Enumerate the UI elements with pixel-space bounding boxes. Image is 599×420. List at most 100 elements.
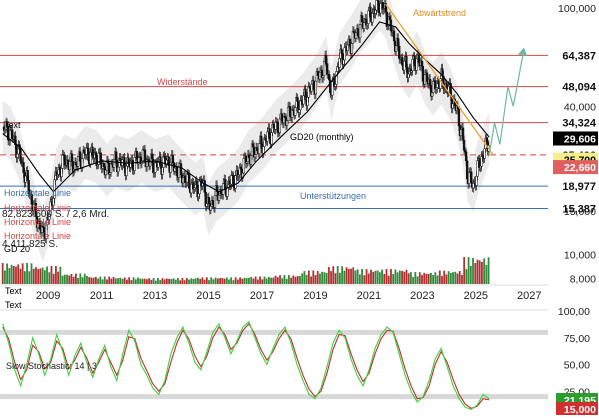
- volume-bar: [139, 278, 142, 284]
- volume-bar: [281, 278, 284, 284]
- candle-body: [403, 60, 406, 71]
- volume-bar: [23, 271, 26, 284]
- candle-body: [296, 96, 299, 102]
- candle-body: [217, 194, 221, 201]
- volume-bar: [398, 270, 401, 284]
- candle-body: [371, 13, 374, 23]
- candle-body: [322, 60, 326, 76]
- oscillator-title: Slow Stochastic: 14 | 3: [6, 361, 97, 371]
- volume-bar: [225, 277, 228, 284]
- candle-body: [475, 176, 478, 186]
- candle-body: [112, 159, 116, 168]
- candle-body: [350, 43, 354, 54]
- x-tick-label: 2015: [196, 290, 220, 302]
- candle-body: [326, 63, 329, 75]
- volume-bar: [248, 277, 250, 284]
- volume-bar: [123, 277, 126, 284]
- volume-bar: [316, 270, 319, 284]
- candle-body: [205, 203, 208, 207]
- candle-body: [161, 167, 164, 175]
- candle-body: [413, 55, 416, 67]
- volume-bar: [8, 268, 11, 284]
- candle-body: [175, 166, 179, 176]
- volume-bar: [37, 269, 40, 284]
- volume-bar: [403, 271, 406, 284]
- price-badge-label: 22,660: [564, 162, 596, 174]
- candle-body: [115, 151, 118, 161]
- candle-body: [22, 162, 25, 173]
- y-tick-label: 10,000: [564, 250, 596, 262]
- volume-bar: [117, 278, 119, 284]
- candle-body: [266, 131, 269, 142]
- volume-bar: [145, 279, 148, 284]
- volume-bar: [447, 271, 450, 284]
- candle-body: [249, 155, 253, 165]
- volume-bar: [157, 278, 159, 284]
- candle-body: [177, 166, 181, 178]
- candle-body: [74, 162, 78, 166]
- candle-body: [316, 71, 320, 76]
- volume-bar: [174, 279, 177, 284]
- volume-bar: [385, 269, 388, 284]
- volume-bar: [319, 273, 321, 284]
- candle-body: [324, 55, 328, 64]
- volume-bar: [177, 278, 179, 284]
- volume-bar: [10, 264, 13, 284]
- candle-body: [392, 30, 396, 42]
- candle-body: [230, 174, 233, 185]
- volume-info-2: 4.411.825 S.: [2, 239, 58, 250]
- volume-bar: [77, 278, 80, 284]
- candle-body: [260, 135, 263, 145]
- candle-body: [157, 162, 160, 168]
- volume-bar: [199, 278, 202, 284]
- volume-bar: [423, 272, 426, 284]
- y-tick-label: 15,000: [564, 206, 596, 218]
- candle-body: [363, 22, 366, 29]
- candle-body: [459, 129, 463, 137]
- volume-bar: [230, 277, 233, 284]
- volume-bar: [339, 272, 341, 284]
- volume-bar: [208, 280, 210, 284]
- volume-bar: [301, 273, 304, 284]
- candle-body: [299, 100, 302, 111]
- volume-bar: [390, 269, 392, 284]
- candle-body: [276, 121, 279, 133]
- volume-bar: [334, 273, 337, 284]
- volume-bar: [201, 277, 204, 284]
- volume-bar: [103, 276, 106, 284]
- candle-body: [377, 0, 380, 13]
- volume-bar: [305, 274, 308, 284]
- x-tick-label: 2023: [410, 290, 434, 302]
- volume-bar: [336, 266, 339, 284]
- candle-body: [335, 71, 338, 85]
- candle-body: [198, 180, 201, 195]
- volume-bar: [21, 263, 24, 284]
- candle-body: [298, 109, 301, 113]
- candle-body: [270, 132, 273, 145]
- candle-body: [312, 80, 315, 91]
- candle-body: [407, 73, 410, 78]
- candle-body: [173, 167, 177, 172]
- volume-bar: [94, 276, 97, 284]
- candle-body: [222, 183, 225, 195]
- volume-bar: [66, 274, 68, 284]
- volume-bar: [421, 275, 423, 284]
- candle-body: [462, 139, 466, 151]
- volume-bar: [465, 269, 468, 284]
- oscillator-panel: [0, 309, 548, 400]
- candle-body: [421, 65, 425, 82]
- volume-bar: [461, 274, 463, 284]
- volume-bar: [476, 259, 479, 284]
- candle-body: [60, 168, 63, 178]
- volume-bar: [432, 275, 435, 284]
- volume-bar: [370, 269, 372, 284]
- volume-bar: [106, 279, 108, 284]
- volume-bar: [274, 275, 277, 284]
- candle-body: [278, 118, 281, 133]
- candle-body: [247, 154, 251, 159]
- candle-body: [127, 157, 130, 164]
- x-tick-label: 2017: [250, 290, 274, 302]
- volume-bar: [205, 277, 208, 284]
- volume-bar: [92, 277, 95, 284]
- volume-bar: [126, 279, 128, 284]
